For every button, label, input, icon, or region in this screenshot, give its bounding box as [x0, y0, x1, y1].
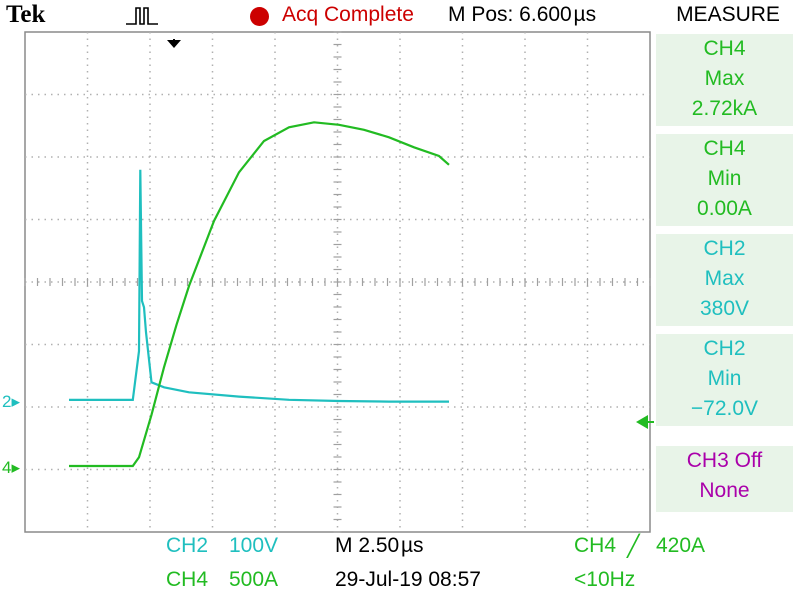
ch2-ground-marker: 2▸: [2, 392, 21, 411]
ch2-scale: 100V: [229, 534, 279, 557]
trigger-position-icon: [167, 40, 181, 48]
ch3-status: CH3 Off: [686, 449, 763, 472]
measure-ch3[interactable]: CH3 Off None: [656, 446, 793, 512]
ch4-scale: 500A: [229, 568, 279, 591]
measure-channel: CH4: [703, 137, 746, 160]
measure-type: Max: [704, 67, 745, 90]
measure-ch2-max[interactable]: CH2 Max 380V: [656, 234, 793, 326]
trigger-pulse-icon: [126, 7, 158, 25]
trigger-frequency: <10Hz: [574, 568, 636, 591]
measure-type: Min: [707, 167, 742, 190]
ch3-measure-value: None: [699, 479, 750, 502]
ch2-waveform: [69, 169, 449, 403]
measure-title: MEASURE: [676, 3, 780, 26]
ch4-ground-marker: 4▸: [2, 458, 21, 477]
measure-value: 2.72kA: [691, 97, 758, 120]
measure-channel: CH2: [703, 237, 746, 260]
measure-ch4-min[interactable]: CH4 Min 0.00A: [656, 134, 793, 226]
acquisition-status: Acq Complete: [282, 3, 414, 26]
ch4-marker-label: 4: [2, 458, 12, 477]
timebase: M 2.50 µs: [335, 534, 424, 557]
status-bar: Tek Acq Complete M Pos: 6.600 µs MEASURE: [0, 0, 800, 32]
brand-logo: Tek: [6, 1, 46, 28]
measure-channel: CH4: [703, 37, 746, 60]
ch4-waveform: [69, 121, 450, 468]
ch2-label: CH2: [166, 534, 209, 557]
measure-ch2-min[interactable]: CH2 Min −72.0V: [656, 334, 793, 426]
measure-value: 0.00A: [697, 197, 752, 220]
measure-channel: CH2: [703, 337, 746, 360]
acquisition-status-icon: [250, 7, 269, 26]
ch4-label: CH4: [166, 568, 209, 591]
trigger-level-icon: [636, 415, 648, 429]
measure-ch4-max[interactable]: CH4 Max 2.72kA: [656, 34, 793, 126]
ch2-marker-label: 2: [2, 392, 12, 411]
trigger-slope-icon: ╱: [627, 535, 640, 558]
trigger-level: 420A: [656, 534, 706, 557]
measure-value: 380V: [699, 297, 750, 320]
date-time: 29-Jul-19 08:57: [335, 568, 481, 591]
trigger-source: CH4: [574, 534, 617, 557]
measure-value: −72.0V: [690, 397, 759, 420]
main-position: M Pos: 6.600 µs: [448, 3, 597, 26]
measure-type: Max: [704, 267, 745, 290]
measure-type: Min: [707, 367, 742, 390]
